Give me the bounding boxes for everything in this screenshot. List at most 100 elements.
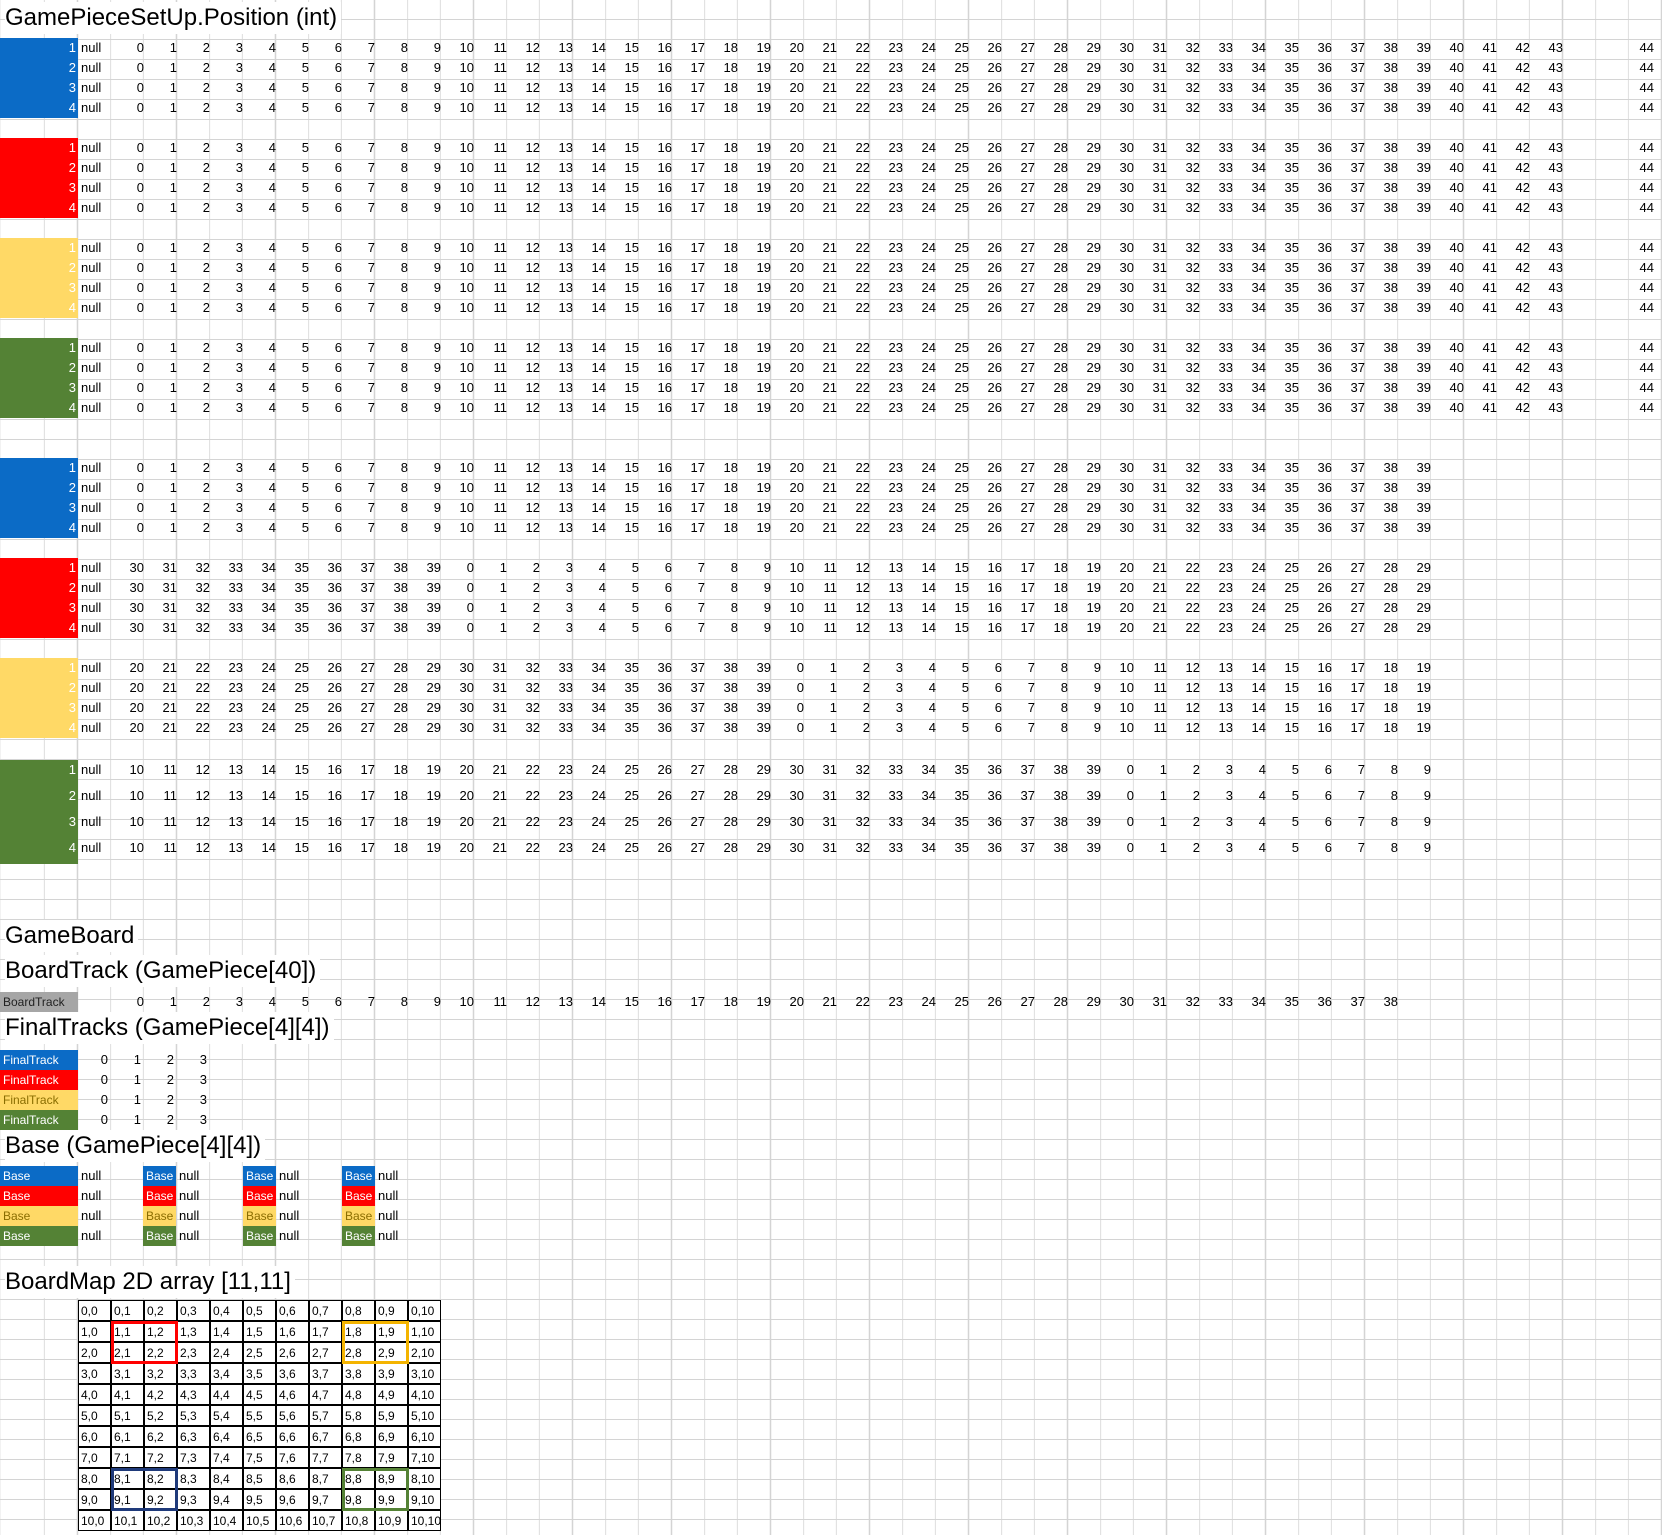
position-value[interactable]: 23 — [888, 200, 903, 215]
position-value[interactable]: 1 — [169, 200, 177, 215]
position-value[interactable]: 30 — [1119, 340, 1134, 355]
position-value[interactable]: 1 — [1159, 762, 1167, 777]
position-value[interactable]: 19 — [756, 520, 771, 535]
position-value[interactable]: 14 — [591, 200, 606, 215]
position-value[interactable]: 37 — [1350, 100, 1365, 115]
position-value[interactable]: 8 — [400, 520, 408, 535]
position-value[interactable]: 35 — [1284, 140, 1299, 155]
position-value[interactable]: 14 — [591, 360, 606, 375]
boardmap-cell[interactable]: 2,10 — [408, 1342, 441, 1363]
position-value[interactable]: 28 — [1053, 380, 1068, 395]
position-value[interactable]: 38 — [1383, 140, 1398, 155]
null-cell[interactable]: null — [81, 700, 102, 715]
boardmap-cell[interactable]: 1,1 — [111, 1321, 144, 1342]
position-value[interactable]: 1 — [169, 240, 177, 255]
position-value[interactable]: 39 — [1416, 380, 1431, 395]
position-value[interactable]: 0 — [136, 360, 144, 375]
position-value[interactable]: 14 — [591, 300, 606, 315]
position-value-extra[interactable]: 44 — [1639, 340, 1654, 355]
null-cell[interactable]: null — [81, 560, 102, 575]
position-value[interactable]: 18 — [723, 400, 738, 415]
position-value[interactable]: 28 — [1053, 480, 1068, 495]
position-value-extra[interactable]: 43 — [1548, 360, 1563, 375]
position-value[interactable]: 28 — [1053, 180, 1068, 195]
position-value[interactable]: 7 — [1357, 840, 1365, 855]
position-value[interactable]: 17 — [690, 240, 705, 255]
position-value[interactable]: 11 — [823, 620, 838, 635]
position-value[interactable]: 28 — [1053, 520, 1068, 535]
position-value[interactable]: 20 — [459, 788, 474, 803]
position-value[interactable]: 15 — [624, 260, 639, 275]
position-value[interactable]: 30 — [1119, 40, 1134, 55]
position-value[interactable]: 12 — [525, 180, 540, 195]
position-value[interactable]: 7 — [367, 200, 375, 215]
position-value[interactable]: 37 — [1020, 840, 1035, 855]
position-value[interactable]: 12 — [525, 200, 540, 215]
position-value[interactable]: 36 — [1317, 80, 1332, 95]
position-value[interactable]: 12 — [195, 788, 210, 803]
boardtrack-value[interactable]: 16 — [657, 994, 672, 1009]
position-value-extra[interactable]: 40 — [1449, 260, 1464, 275]
position-value[interactable]: 7 — [697, 560, 705, 575]
position-value[interactable]: 28 — [393, 700, 408, 715]
position-value[interactable]: 20 — [789, 240, 804, 255]
position-value[interactable]: 3 — [235, 520, 243, 535]
position-value[interactable]: 34 — [921, 762, 936, 777]
position-value[interactable]: 17 — [690, 40, 705, 55]
position-value[interactable]: 30 — [789, 840, 804, 855]
boardmap-cell[interactable]: 0,10 — [408, 1300, 441, 1321]
position-value[interactable]: 21 — [492, 788, 507, 803]
position-value[interactable]: 1 — [1159, 788, 1167, 803]
position-value[interactable]: 29 — [1086, 40, 1101, 55]
position-value[interactable]: 9 — [433, 280, 441, 295]
boardtrack-value[interactable]: 23 — [888, 994, 903, 1009]
position-value[interactable]: 0 — [466, 580, 474, 595]
position-value[interactable]: 0 — [796, 700, 804, 715]
position-value[interactable]: 24 — [921, 80, 936, 95]
position-value[interactable]: 8 — [1060, 680, 1068, 695]
position-value[interactable]: 18 — [723, 180, 738, 195]
position-value[interactable]: 32 — [855, 762, 870, 777]
position-value[interactable]: 15 — [294, 840, 309, 855]
null-cell[interactable]: null — [81, 300, 102, 315]
position-value[interactable]: 36 — [1317, 200, 1332, 215]
position-value-extra[interactable]: 42 — [1515, 140, 1530, 155]
position-value[interactable]: 38 — [723, 720, 738, 735]
position-value[interactable]: 11 — [493, 520, 508, 535]
position-value[interactable]: 5 — [301, 80, 309, 95]
position-value[interactable]: 26 — [987, 60, 1002, 75]
position-value[interactable]: 33 — [558, 700, 573, 715]
position-value[interactable]: 19 — [756, 240, 771, 255]
position-value[interactable]: 29 — [756, 814, 771, 829]
position-value[interactable]: 3 — [565, 560, 573, 575]
position-value[interactable]: 38 — [393, 620, 408, 635]
position-value[interactable]: 1 — [169, 140, 177, 155]
position-value[interactable]: 17 — [690, 280, 705, 295]
position-value[interactable]: 22 — [855, 180, 870, 195]
position-value[interactable]: 8 — [1390, 814, 1398, 829]
position-value[interactable]: 7 — [367, 460, 375, 475]
position-value[interactable]: 4 — [268, 460, 276, 475]
position-value[interactable]: 22 — [855, 480, 870, 495]
position-value[interactable]: 29 — [1086, 260, 1101, 275]
position-value[interactable]: 38 — [393, 600, 408, 615]
position-value[interactable]: 23 — [888, 40, 903, 55]
position-value[interactable]: 4 — [268, 380, 276, 395]
boardmap-cell[interactable]: 6,9 — [375, 1426, 408, 1447]
position-value[interactable]: 15 — [624, 140, 639, 155]
position-value[interactable]: 7 — [1027, 680, 1035, 695]
boardmap-cell[interactable]: 5,9 — [375, 1405, 408, 1426]
boardmap-cell[interactable]: 6,2 — [144, 1426, 177, 1447]
position-value[interactable]: 31 — [822, 814, 837, 829]
position-value[interactable]: 9 — [433, 340, 441, 355]
position-value[interactable]: 5 — [301, 460, 309, 475]
position-value[interactable]: 35 — [294, 560, 309, 575]
boardmap-cell[interactable]: 6,10 — [408, 1426, 441, 1447]
position-value[interactable]: 38 — [1383, 200, 1398, 215]
position-value[interactable]: 38 — [723, 660, 738, 675]
position-value[interactable]: 3 — [565, 600, 573, 615]
position-value[interactable]: 26 — [327, 660, 342, 675]
position-value[interactable]: 16 — [657, 160, 672, 175]
position-value[interactable]: 32 — [1185, 280, 1200, 295]
position-value[interactable]: 2 — [202, 360, 210, 375]
